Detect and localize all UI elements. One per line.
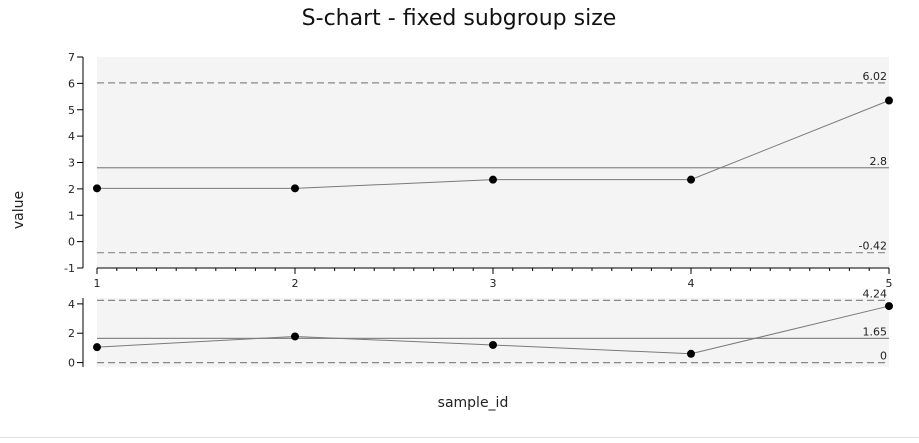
main-chart-panel: -1 0 1 2 3 4 5 6 7 1 2 3 4 5 6.02 2.8 -0.42 xyxy=(64,51,893,290)
data-point xyxy=(885,302,893,311)
plot-background xyxy=(97,298,889,367)
control-limit-label: 2.8 xyxy=(870,155,888,168)
y-tick-label: 4 xyxy=(68,298,75,311)
control-limit-label: 1.65 xyxy=(863,325,888,338)
data-point xyxy=(687,175,695,184)
secondary-chart-panel: 0 2 4 4.24 1.65 0 xyxy=(68,287,893,370)
x-axis-label: sample_id xyxy=(438,395,509,411)
y-tick-label: 5 xyxy=(68,104,75,117)
y-tick-label: -1 xyxy=(64,262,75,275)
y-tick-label: 0 xyxy=(68,357,75,370)
y-axis-label: value xyxy=(11,191,27,229)
y-tick-label: 6 xyxy=(68,77,75,90)
y-tick-label: 2 xyxy=(68,183,75,196)
control-limit-label: 0 xyxy=(880,350,887,363)
data-point xyxy=(489,340,497,349)
x-tick-label: 4 xyxy=(688,277,695,290)
control-limit-label: -0.42 xyxy=(859,240,887,253)
y-tick-label: 7 xyxy=(68,51,75,64)
y-tick-label: 3 xyxy=(68,157,75,170)
data-point xyxy=(291,184,299,193)
plot-background xyxy=(97,57,889,268)
data-point xyxy=(291,332,299,341)
data-point xyxy=(885,96,893,105)
control-limit-label: 4.24 xyxy=(863,287,888,300)
data-point xyxy=(93,343,101,352)
x-tick-label: 5 xyxy=(886,277,893,290)
bottom-divider xyxy=(0,437,919,438)
x-tick-label: 1 xyxy=(94,277,101,290)
x-tick-label: 2 xyxy=(292,277,299,290)
data-point xyxy=(489,175,497,184)
data-point xyxy=(93,184,101,193)
x-tick-label: 3 xyxy=(490,277,497,290)
y-tick-label: 1 xyxy=(68,209,75,222)
chart-title: S-chart - fixed subgroup size xyxy=(302,6,617,31)
y-tick-label: 2 xyxy=(68,327,75,340)
data-point xyxy=(687,349,695,358)
control-limit-label: 6.02 xyxy=(863,70,888,83)
y-tick-label: 4 xyxy=(68,130,75,143)
y-tick-label: 0 xyxy=(68,236,75,249)
